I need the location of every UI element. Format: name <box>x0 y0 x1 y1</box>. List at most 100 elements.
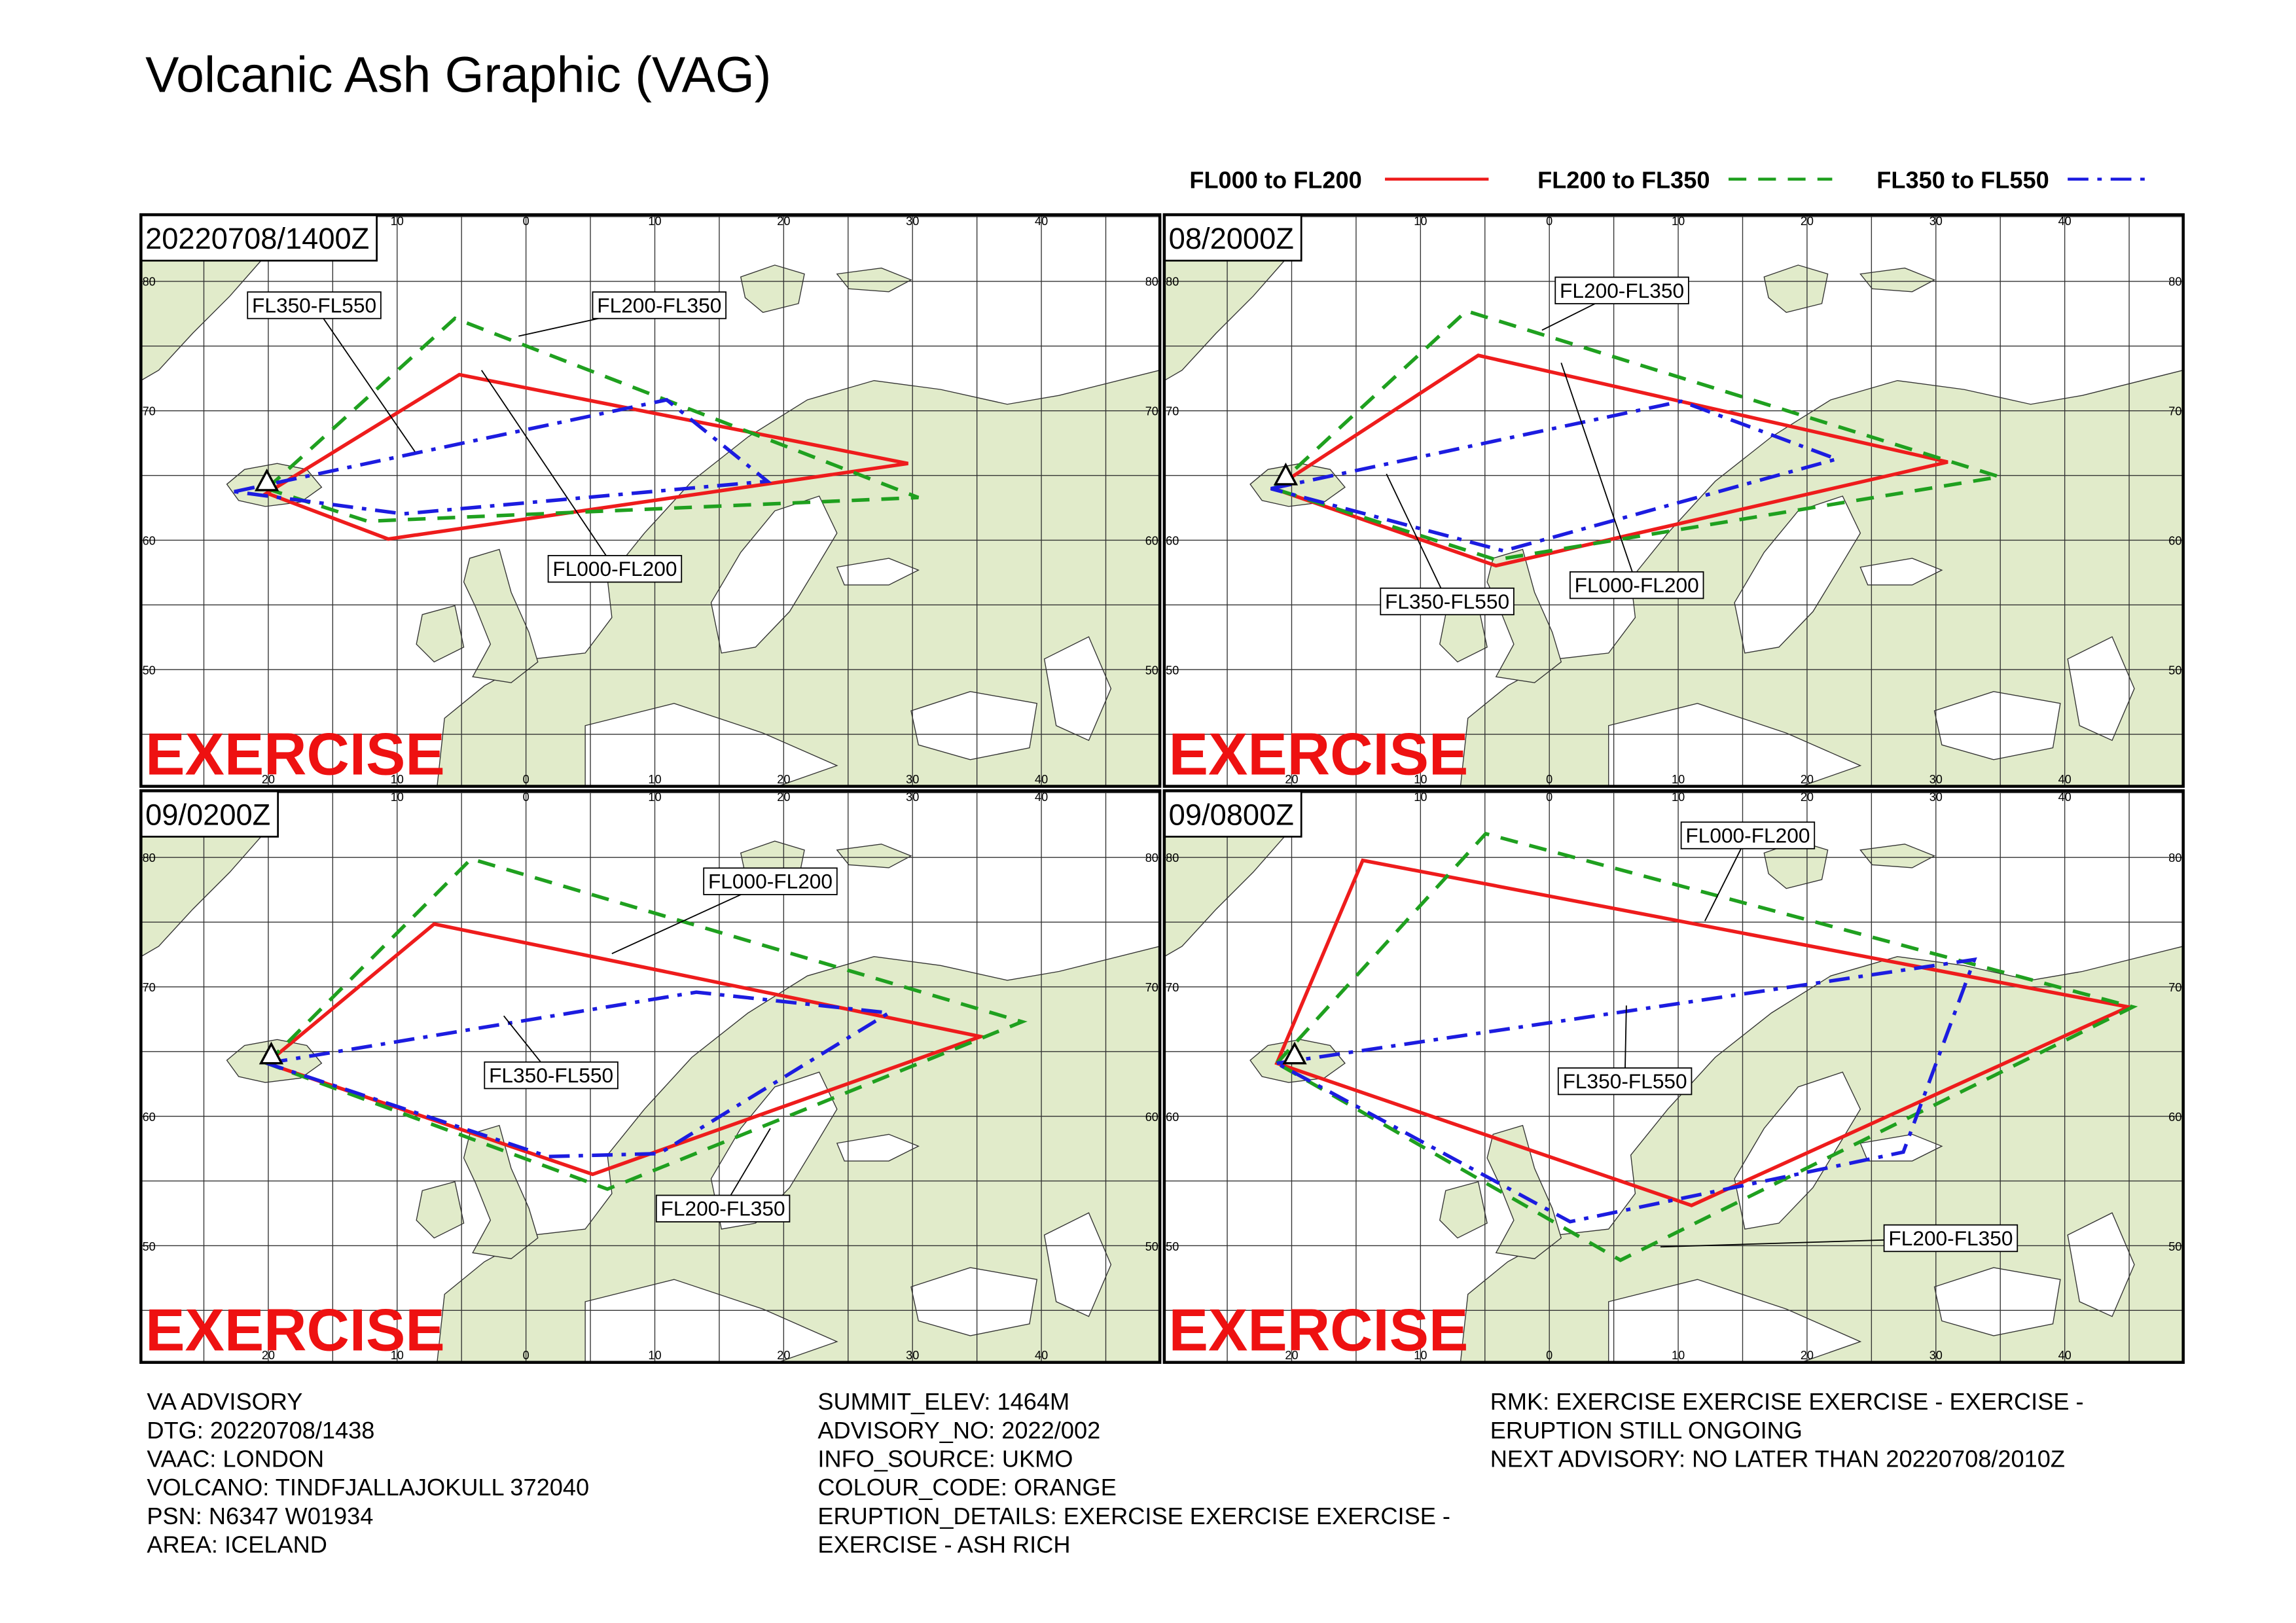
lon-label: 20 <box>262 773 275 786</box>
leader-line <box>314 304 416 452</box>
lon-label: 20 <box>777 215 790 228</box>
label-box <box>1680 821 1816 849</box>
legend-label: FL000 to FL200 <box>1189 166 1361 193</box>
ash-area <box>263 316 920 524</box>
lat-label: 70 <box>1145 405 1158 418</box>
lon-label: 10 <box>648 1349 661 1362</box>
lon-label: 0 <box>1546 791 1552 804</box>
lon-label: 0 <box>523 215 529 228</box>
label-box <box>1557 1067 1693 1096</box>
advisory-line: RMK: EXERCISE EXERCISE EXERCISE - EXERCI… <box>1490 1388 2084 1415</box>
advisory-line: COLOUR_CODE: ORANGE <box>817 1474 1116 1501</box>
ash-area <box>1274 831 2138 1262</box>
label-box <box>547 555 683 583</box>
ash-area <box>262 372 908 541</box>
panel-frame <box>139 789 1162 1364</box>
advisory-line: EXERCISE - ASH RICH <box>817 1531 1070 1558</box>
advisory-line: AREA: ICELAND <box>147 1531 327 1558</box>
lon-label: 10 <box>391 773 404 786</box>
area-label: FL350-FL550 <box>1563 1069 1687 1093</box>
leader-line <box>1386 473 1448 602</box>
lon-label: 10 <box>391 215 404 228</box>
label-box <box>247 291 382 319</box>
lon-label: 30 <box>1929 215 1943 228</box>
panel-frame <box>139 213 1162 788</box>
lon-label: 0 <box>523 1349 529 1362</box>
lon-label: 10 <box>1414 773 1427 786</box>
lat-label: 50 <box>1166 664 1179 677</box>
exercise-watermark: EXERCISE <box>145 721 445 787</box>
valid-time: 09/0200Z <box>145 798 270 831</box>
lat-label: 70 <box>1145 981 1158 994</box>
lat-label: 70 <box>143 981 156 994</box>
lat-label: 80 <box>1166 276 1179 289</box>
lon-label: 0 <box>1546 1349 1552 1362</box>
ash-area <box>263 857 1028 1191</box>
map-panel: 2020101000101020203030404080807070606050… <box>1164 215 2183 787</box>
lon-label: 30 <box>906 215 919 228</box>
label-box <box>1569 571 1704 599</box>
area-label: FL200-FL350 <box>1888 1226 2013 1250</box>
advisory-line: PSN: N6347 W01934 <box>147 1503 373 1529</box>
lon-label: 20 <box>1801 773 1814 786</box>
exercise-watermark: EXERCISE <box>1169 721 1469 787</box>
lon-label: 40 <box>2058 773 2072 786</box>
area-label: FL350-FL550 <box>252 293 376 317</box>
lat-label: 60 <box>1145 535 1158 548</box>
label-box <box>1883 1224 2018 1253</box>
lon-label: 30 <box>906 1349 919 1362</box>
lon-label: 40 <box>2058 791 2072 804</box>
lat-label: 60 <box>1166 1111 1179 1124</box>
lat-label: 80 <box>1145 276 1158 289</box>
label-box <box>484 1061 619 1090</box>
advisory-line: ADVISORY_NO: 2022/002 <box>817 1417 1100 1444</box>
advisory-line: INFO_SOURCE: UKMO <box>817 1446 1073 1472</box>
lat-label: 80 <box>2168 851 2181 865</box>
lon-label: 20 <box>777 791 790 804</box>
lon-label: 10 <box>1414 791 1427 804</box>
panel-frame <box>1162 789 2185 1364</box>
lat-label: 50 <box>2168 664 2181 677</box>
time-box <box>1164 791 1302 838</box>
area-label: FL350-FL550 <box>489 1063 613 1087</box>
time-box <box>1164 215 1302 262</box>
ash-area <box>1271 957 1977 1224</box>
lat-label: 50 <box>143 1240 156 1253</box>
lat-label: 80 <box>2168 276 2181 289</box>
legend-label: FL200 to FL350 <box>1537 166 1710 193</box>
ash-area <box>266 990 895 1158</box>
area-label: FL000-FL200 <box>552 557 677 580</box>
lon-label: 0 <box>523 791 529 804</box>
lon-label: 30 <box>1929 791 1943 804</box>
lat-label: 50 <box>1145 664 1158 677</box>
legend-label: FL350 to FL550 <box>1876 166 2049 193</box>
advisory-line: NEXT ADVISORY: NO LATER THAN 20220708/20… <box>1490 1446 2065 1472</box>
ash-area <box>1270 309 2000 562</box>
leader-line <box>481 370 616 569</box>
area-label: FL200-FL350 <box>1560 279 1684 302</box>
advisory-line: SUMMIT_ELEV: 1464M <box>817 1388 1069 1415</box>
advisory-line: VOLCANO: TINDFJALLAJOKULL 372040 <box>147 1474 589 1501</box>
lat-label: 60 <box>143 535 156 548</box>
volcano-marker <box>1282 1041 1307 1065</box>
lon-label: 40 <box>1035 791 1048 804</box>
lon-label: 20 <box>1801 791 1814 804</box>
lon-label: 30 <box>1929 773 1943 786</box>
lon-label: 10 <box>1672 791 1685 804</box>
lat-label: 80 <box>143 276 156 289</box>
lon-label: 10 <box>1414 1349 1427 1362</box>
volcano-marker <box>254 468 279 491</box>
lon-label: 20 <box>777 773 790 786</box>
advisory-line: ERUPTION_DETAILS: EXERCISE EXERCISE EXER… <box>817 1503 1450 1529</box>
label-box <box>1380 587 1515 616</box>
lon-label: 10 <box>648 791 661 804</box>
time-box <box>141 215 378 262</box>
lat-label: 70 <box>1166 405 1179 418</box>
lon-label: 10 <box>648 215 661 228</box>
lat-label: 50 <box>1145 1240 1158 1253</box>
lon-label: 20 <box>1801 215 1814 228</box>
lon-label: 10 <box>648 773 661 786</box>
area-label: FL200-FL350 <box>597 293 721 317</box>
area-label: FL000-FL200 <box>1685 824 1810 847</box>
